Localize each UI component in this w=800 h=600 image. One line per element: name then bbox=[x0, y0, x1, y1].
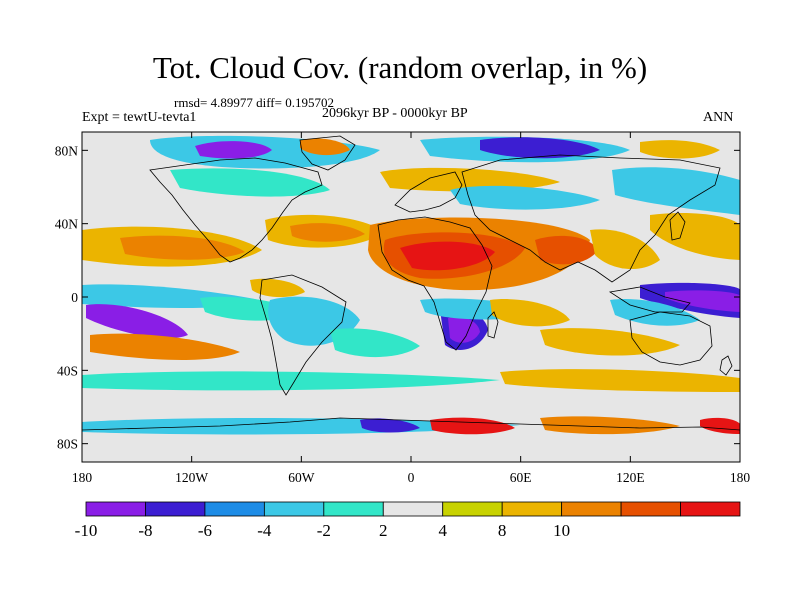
colorbar-swatch bbox=[442, 501, 503, 517]
colorbar: -10 -8 -6 -4 -2 2 4 8 10 bbox=[75, 501, 741, 540]
anomaly-region bbox=[612, 167, 740, 215]
lon-tick-label: 60E bbox=[510, 470, 532, 485]
season-label: ANN bbox=[703, 110, 734, 125]
anomaly-region bbox=[90, 333, 240, 360]
colorbar-labels: -10 -8 -6 -4 -2 2 4 8 10 bbox=[75, 521, 570, 540]
anomaly-region bbox=[640, 140, 720, 159]
coast-greenland bbox=[299, 135, 356, 171]
anomaly-region bbox=[665, 290, 740, 312]
anomaly-region bbox=[480, 137, 600, 159]
anomaly-region bbox=[120, 235, 245, 260]
coast-europe bbox=[394, 171, 463, 213]
colorbar-swatch bbox=[620, 501, 681, 517]
coast-australia bbox=[629, 311, 713, 366]
colorbar-swatch bbox=[323, 501, 384, 517]
lat-tick-label: 40S bbox=[57, 363, 78, 378]
anomaly-field bbox=[82, 135, 740, 435]
axis-labels: 180 120W 60W 0 60E 120E 180 80N 40N 0 40S 80S bbox=[55, 143, 751, 485]
colorbar-label: -6 bbox=[198, 521, 212, 540]
anomaly-region bbox=[535, 235, 598, 265]
colorbar-label: -2 bbox=[317, 521, 331, 540]
lon-tick-label: 60W bbox=[288, 470, 315, 485]
colorbar-swatch bbox=[263, 501, 325, 517]
coast-madagascar bbox=[487, 311, 499, 339]
anomaly-region bbox=[82, 371, 500, 391]
anomaly-region bbox=[650, 213, 740, 260]
anomaly-region bbox=[450, 185, 600, 210]
lon-tick-label: 0 bbox=[408, 470, 415, 485]
colorbar-label: -8 bbox=[138, 521, 152, 540]
coast-maritime-continent bbox=[608, 286, 691, 313]
colorbar-label: 4 bbox=[438, 521, 447, 540]
coast-africa bbox=[377, 216, 493, 351]
lat-tick-label: 40N bbox=[55, 217, 79, 232]
colorbar-label: 2 bbox=[379, 521, 388, 540]
anomaly-region bbox=[400, 241, 495, 271]
colorbar-label: -4 bbox=[257, 521, 272, 540]
colorbar-swatches bbox=[85, 501, 741, 517]
coast-japan bbox=[669, 211, 686, 241]
anomaly-region bbox=[360, 418, 420, 433]
colorbar-swatch bbox=[680, 501, 741, 517]
coast-asia bbox=[461, 154, 721, 283]
stats-label: rmsd= 4.89977 diff= 0.195702 bbox=[174, 95, 334, 110]
map-panel: 180 120W 60W 0 60E 120E 180 80N 40N 0 40S 80S bbox=[55, 131, 751, 485]
anomaly-region bbox=[490, 299, 570, 327]
lon-tick-label: 120E bbox=[616, 470, 645, 485]
colorbar-label: 10 bbox=[553, 521, 570, 540]
lat-tick-label: 80N bbox=[55, 143, 79, 158]
lon-tick-label: 180 bbox=[72, 470, 93, 485]
coastlines bbox=[82, 135, 740, 431]
anomaly-region bbox=[380, 167, 560, 192]
anomaly-region bbox=[86, 304, 188, 339]
colorbar-swatch bbox=[561, 501, 622, 517]
anomaly-region bbox=[448, 316, 480, 343]
coast-new-zealand bbox=[719, 355, 733, 376]
anomaly-region bbox=[540, 416, 680, 435]
colorbar-label: -10 bbox=[75, 521, 98, 540]
lon-tick-label: 180 bbox=[730, 470, 751, 485]
period-label: 2096kyr BP - 0000kyr BP bbox=[322, 106, 468, 121]
experiment-label: Expt = tewtU-tevta1 bbox=[82, 110, 197, 125]
anomaly-region bbox=[250, 278, 305, 298]
colorbar-swatch bbox=[382, 501, 444, 517]
anomaly-region bbox=[590, 229, 660, 270]
lat-tick-label: 80S bbox=[57, 437, 78, 452]
coast-south-america bbox=[259, 274, 347, 396]
anomaly-region bbox=[300, 138, 350, 156]
anomaly-region bbox=[290, 223, 365, 242]
colorbar-swatch bbox=[145, 501, 206, 517]
anomaly-region bbox=[170, 168, 330, 197]
colorbar-swatch bbox=[85, 501, 146, 517]
lon-tick-label: 120W bbox=[175, 470, 208, 485]
colorbar-label: 8 bbox=[498, 521, 507, 540]
lat-tick-label: 0 bbox=[71, 290, 78, 305]
axis-ticks bbox=[81, 132, 741, 462]
anomaly-region bbox=[195, 141, 272, 159]
anomaly-region bbox=[330, 328, 420, 358]
colorbar-swatch bbox=[204, 501, 265, 517]
anomaly-region bbox=[540, 328, 680, 356]
coast-north-america bbox=[149, 157, 323, 263]
figure-title: Tot. Cloud Cov. (random overlap, in %) bbox=[152, 50, 648, 85]
anomaly-region bbox=[700, 417, 740, 434]
colorbar-swatch bbox=[501, 501, 563, 517]
anomaly-region bbox=[500, 369, 740, 392]
coast-antarctica bbox=[82, 417, 740, 431]
